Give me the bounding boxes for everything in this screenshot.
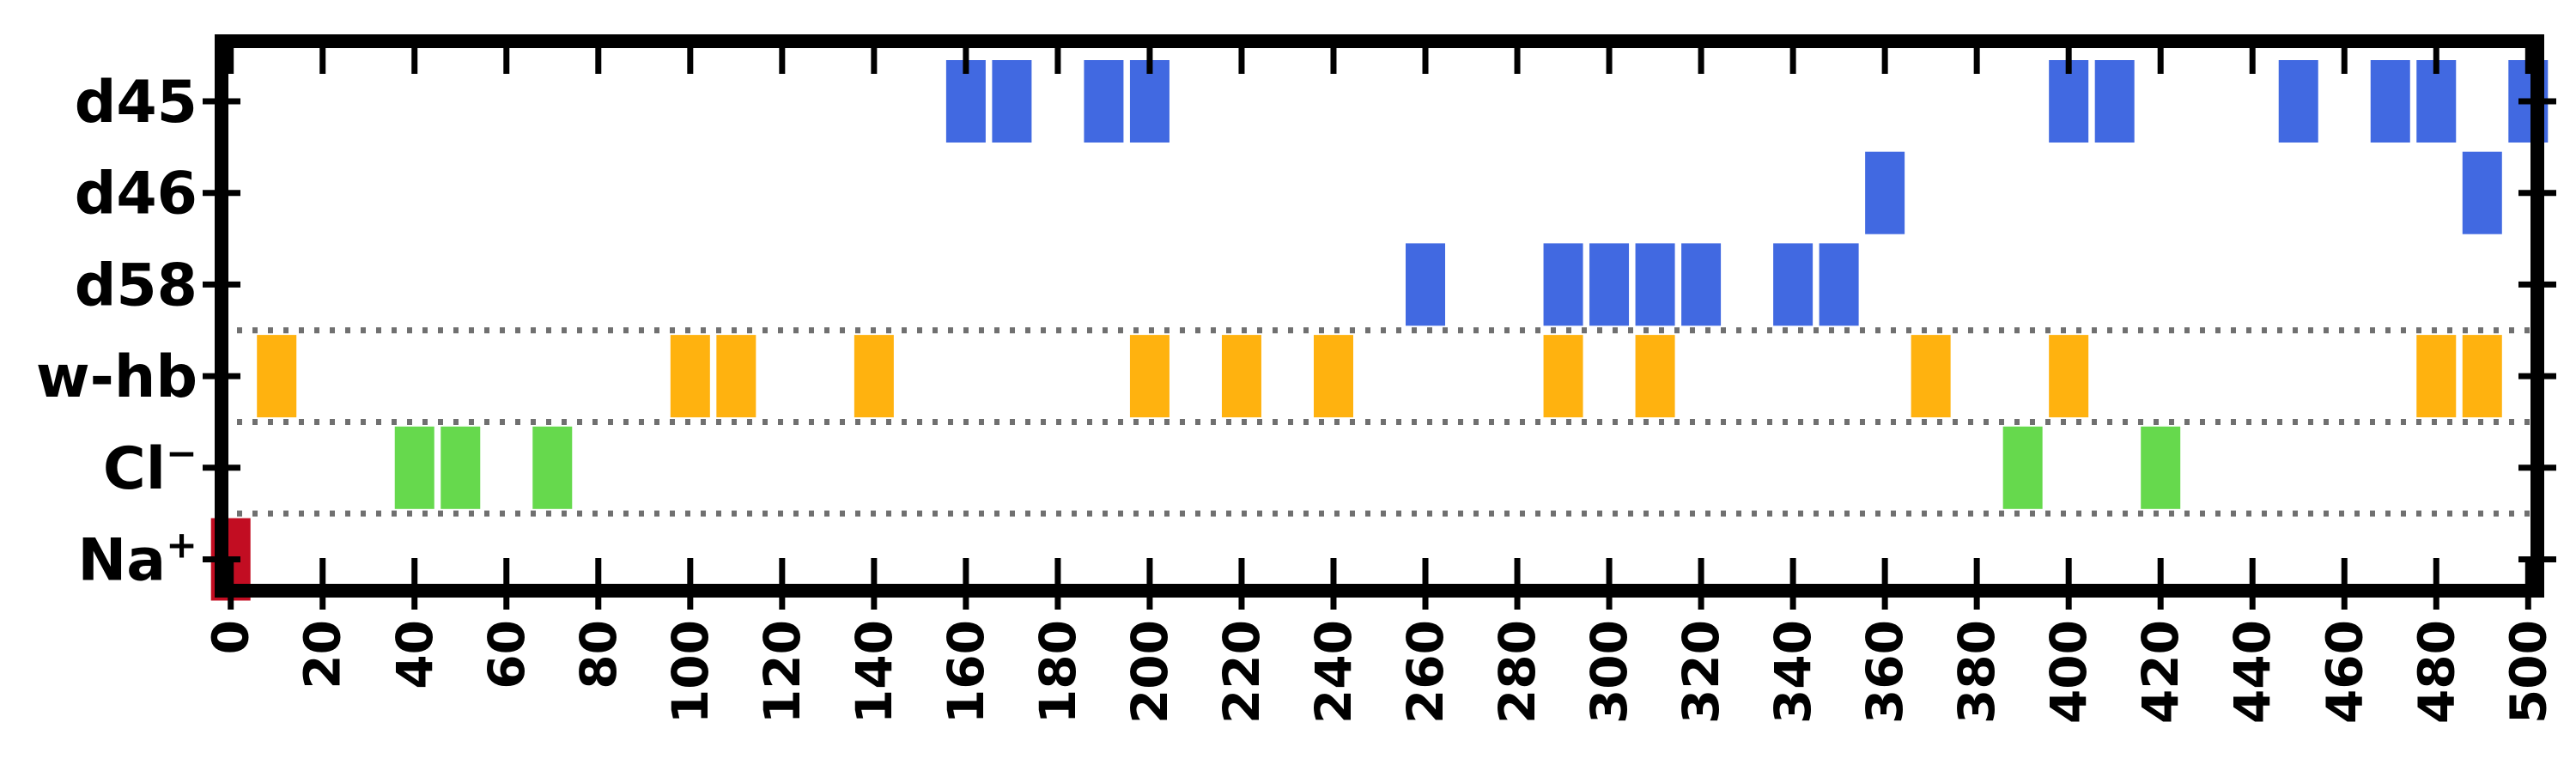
plot-frame [215, 34, 2544, 598]
bar-d46-0 [1865, 151, 1905, 234]
bar-w-hb-4 [1129, 335, 1170, 418]
bar-d58-2 [1589, 243, 1630, 326]
y-label-w-hb: w-hb [36, 343, 197, 411]
x-tick-label-380: 380 [1947, 620, 2006, 724]
bar-w-hb-12 [2462, 335, 2502, 418]
bar-layer [210, 60, 2549, 601]
bar-d58-0 [1406, 243, 1446, 326]
x-tick-label-120: 120 [753, 620, 811, 724]
x-tick-label-420: 420 [2131, 620, 2190, 724]
bar-d45-5 [2094, 60, 2135, 143]
bar-w-hb-5 [1221, 335, 1261, 418]
tick-layer [203, 41, 2556, 610]
bar-d58-4 [1681, 243, 1722, 326]
bar-d45-7 [2370, 60, 2410, 143]
y-label-d45: d45 [75, 69, 197, 137]
x-tick-label-300: 300 [1580, 620, 1638, 724]
x-tick-label-460: 460 [2315, 620, 2373, 724]
bar-d45-6 [2278, 60, 2318, 143]
x-tick-label-240: 240 [1304, 620, 1363, 724]
x-tick-label-440: 440 [2223, 620, 2281, 724]
x-tick-label-320: 320 [1672, 620, 1730, 724]
bar-d45-2 [1084, 60, 1124, 143]
x-tick-label-500: 500 [2499, 620, 2557, 724]
bar-w-hb-11 [2416, 335, 2457, 418]
y-label-d46: d46 [75, 161, 197, 228]
bar-cl-1 [440, 426, 481, 509]
x-tick-label-260: 260 [1396, 620, 1455, 724]
bar-d58-5 [1773, 243, 1814, 326]
bar-cl-0 [394, 426, 434, 509]
x-tick-label-220: 220 [1212, 620, 1271, 724]
x-tick-label-400: 400 [2039, 620, 2098, 724]
bar-d46-1 [2462, 151, 2502, 234]
x-tick-labels: 0 20 40 60 80 100 120 140 160 180 200 220 240 260 280 3… [202, 620, 2558, 724]
bar-w-hb-2 [716, 335, 756, 418]
bar-cl-2 [532, 426, 573, 509]
x-tick-label-180: 180 [1029, 620, 1087, 724]
y-label-cl: Cl− [103, 432, 197, 503]
x-tick-label-40: 40 [386, 620, 444, 689]
bar-w-hb-9 [1911, 335, 1951, 418]
bar-w-hb-7 [1543, 335, 1583, 418]
bar-d58-3 [1635, 243, 1675, 326]
x-tick-label-0: 0 [202, 620, 260, 654]
y-label-na: Na+ [77, 524, 197, 595]
bar-d58-6 [1819, 243, 1859, 326]
bar-d58-1 [1543, 243, 1583, 326]
bar-w-hb-0 [257, 335, 297, 418]
x-tick-label-20: 20 [294, 620, 352, 689]
x-tick-label-100: 100 [661, 620, 720, 724]
y-label-d58: d58 [75, 252, 197, 319]
x-tick-label-160: 160 [937, 620, 995, 724]
bar-w-hb-1 [670, 335, 710, 418]
x-tick-label-360: 360 [1856, 620, 1914, 724]
bar-d45-1 [992, 60, 1032, 143]
x-tick-label-340: 340 [1764, 620, 1822, 724]
x-tick-label-80: 80 [569, 620, 628, 689]
bar-w-hb-10 [2049, 335, 2089, 418]
x-tick-label-60: 60 [477, 620, 536, 689]
x-tick-label-200: 200 [1121, 620, 1179, 724]
bar-w-hb-3 [854, 335, 894, 418]
y-tick-labels: d45 d46 d58 w-hb Cl− Na+ [36, 69, 197, 595]
x-tick-label-140: 140 [845, 620, 903, 724]
bar-cl-3 [2002, 426, 2043, 509]
bar-w-hb-8 [1635, 335, 1675, 418]
bar-w-hb-6 [1313, 335, 1353, 418]
bar-cl-4 [2141, 426, 2181, 509]
x-tick-label-280: 280 [1488, 620, 1546, 724]
x-tick-label-480: 480 [2407, 620, 2465, 724]
